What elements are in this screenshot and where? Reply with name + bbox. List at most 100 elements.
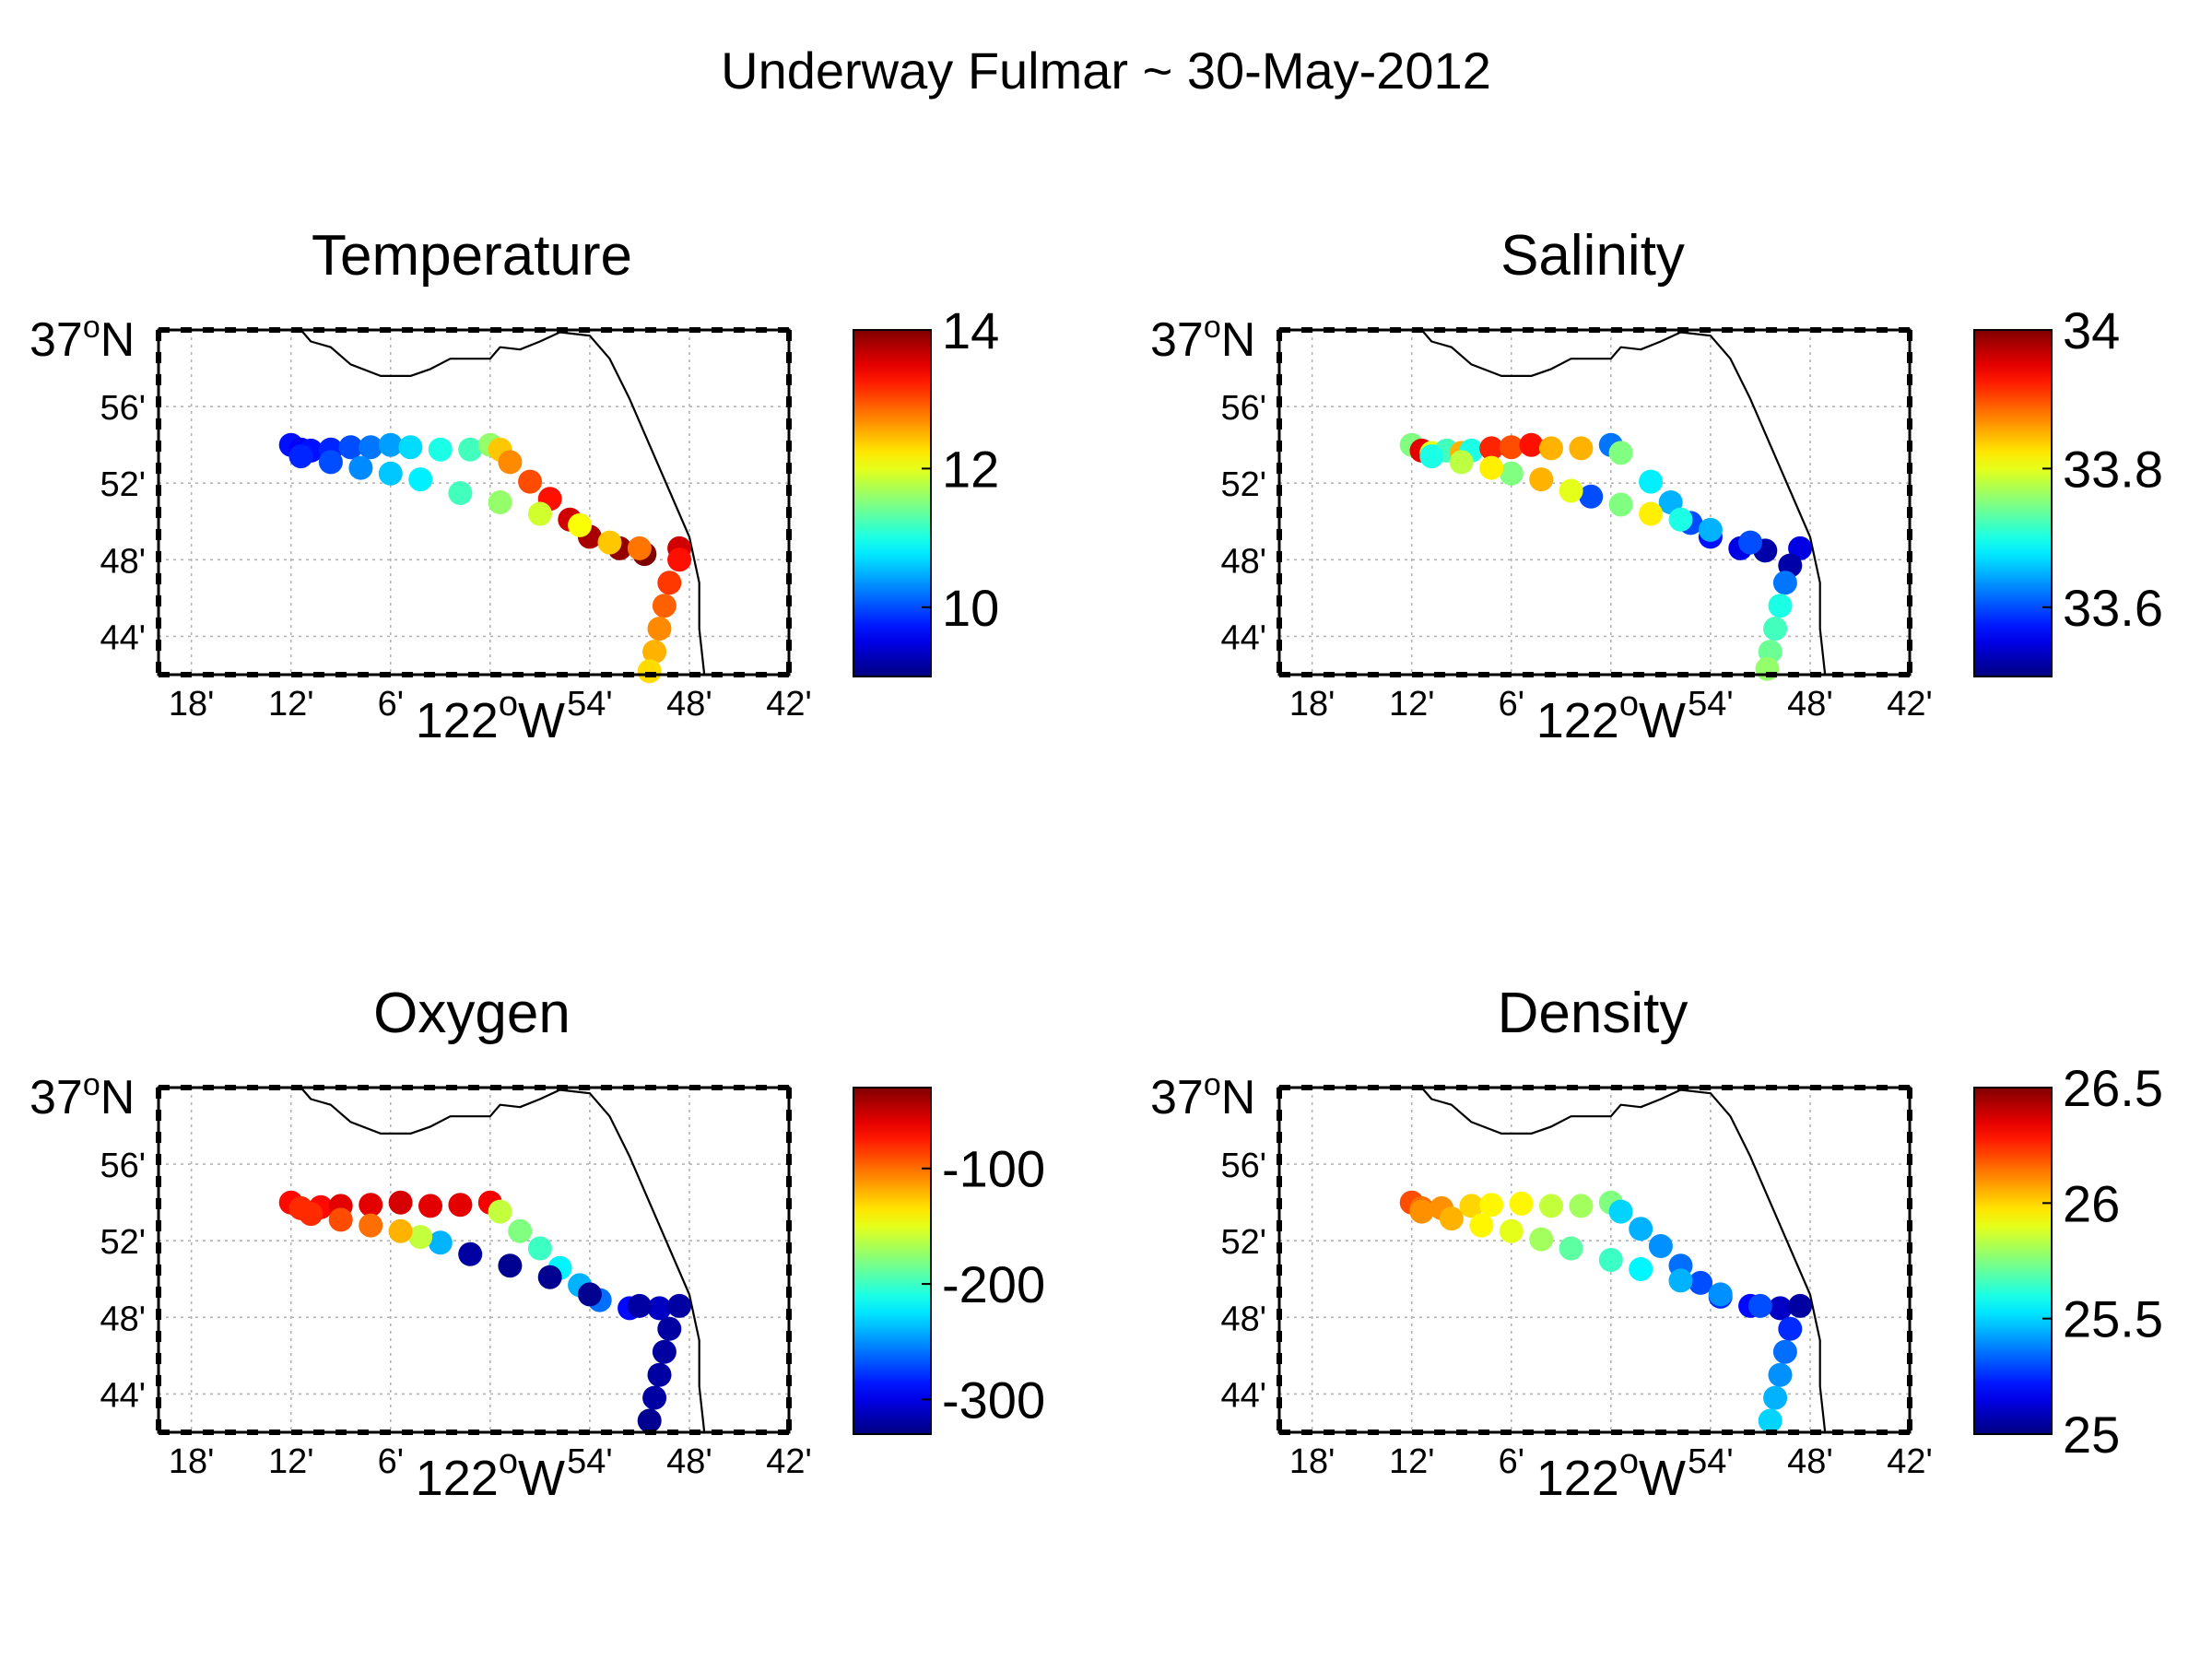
track-point: [1459, 1194, 1484, 1218]
colorbar-tick-label: 14: [942, 301, 999, 359]
border-dash: [1877, 327, 1888, 333]
border-dash: [1722, 1430, 1733, 1435]
border-dash: [1655, 327, 1666, 333]
lon-center-label: 122oW: [1536, 685, 1686, 748]
border-dash: [291, 327, 302, 333]
border-dash: [1633, 327, 1644, 333]
border-dash: [1907, 1198, 1912, 1209]
panel-salinity: Salinity 37oN 56' 52' 48' 44' 18' 12' 6' 54' 48' 42…: [1150, 224, 2163, 748]
track-point: [1519, 432, 1544, 457]
border-dash: [1899, 672, 1910, 677]
border-dash: [1722, 672, 1733, 677]
lon-tick-label: 48': [1787, 1442, 1833, 1481]
track-temperature: [278, 432, 692, 684]
border-dash: [490, 1430, 501, 1435]
border-dash: [159, 327, 170, 333]
border-dash: [1277, 573, 1282, 584]
track-point: [508, 1218, 533, 1243]
border-dash: [1324, 672, 1335, 677]
border-dash: [1907, 640, 1912, 651]
border-dash: [1478, 1085, 1489, 1090]
border-dash: [1277, 485, 1282, 496]
border-dash: [1907, 330, 1912, 341]
lon-tick-label: 48': [666, 685, 712, 724]
border-dash: [1907, 1176, 1912, 1187]
track-point: [1668, 1268, 1693, 1293]
border-dash: [1324, 1085, 1335, 1090]
track-point: [577, 1282, 602, 1307]
track-point: [1499, 1218, 1524, 1243]
border-dash: [1346, 327, 1357, 333]
track-point: [448, 481, 473, 505]
border-dash: [645, 1085, 656, 1090]
lon-tick-label: 54': [567, 685, 613, 724]
border-dash: [1456, 672, 1467, 677]
border-dash: [1907, 374, 1912, 385]
track-point: [488, 490, 512, 514]
colorbar-tick-label: 33.8: [2063, 440, 2163, 498]
border-dash: [1412, 1430, 1423, 1435]
border-dash: [247, 672, 258, 677]
border-dash: [667, 327, 678, 333]
border-dash: [490, 327, 501, 333]
track-point: [1539, 1194, 1563, 1218]
track-point: [1559, 478, 1583, 503]
border-dash: [1456, 1085, 1467, 1090]
border-dash: [358, 1430, 369, 1435]
border-dash: [1567, 1085, 1578, 1090]
border-dash: [1277, 463, 1282, 474]
lon-tick-label: 42': [766, 685, 812, 724]
border-dash: [1907, 418, 1912, 429]
border-dash: [645, 672, 656, 677]
lat-tick-label: 52': [1220, 465, 1266, 504]
border-dash: [667, 1085, 678, 1090]
panel-title-salinity: Salinity: [1500, 224, 1685, 288]
track-point: [1698, 517, 1723, 542]
border-dash: [1907, 1287, 1912, 1298]
colorbar-salinity: 33.6 33.8 34: [1973, 301, 2163, 677]
border-dash: [181, 327, 192, 333]
border-dash: [156, 1331, 161, 1342]
lat-tick-label: 48': [1220, 542, 1266, 581]
lon-tick-label: 48': [666, 1442, 712, 1481]
border-dash: [1722, 327, 1733, 333]
border-dash: [535, 327, 546, 333]
border-dash: [247, 1085, 258, 1090]
border-dash: [203, 672, 214, 677]
border-dash: [269, 672, 280, 677]
border-dash: [1907, 1309, 1912, 1320]
border-dash: [786, 374, 792, 385]
border-dash: [1523, 1085, 1534, 1090]
border-dash: [1810, 1430, 1821, 1435]
border-dash: [1500, 1085, 1512, 1090]
lon-tick-label: 12': [268, 1442, 314, 1481]
lon-tick-label: 18': [1289, 685, 1335, 724]
border-dash: [535, 672, 546, 677]
track-point: [1648, 1234, 1673, 1258]
lon-tick-label: 54': [567, 1442, 613, 1481]
border-dash: [734, 1085, 745, 1090]
border-dash: [1301, 327, 1312, 333]
track-point: [408, 1225, 433, 1250]
track-point: [458, 1241, 483, 1266]
border-dash: [156, 507, 161, 518]
border-dash: [156, 374, 161, 385]
border-dash: [156, 1176, 161, 1187]
border-dash: [1700, 672, 1711, 677]
border-dash: [1907, 551, 1912, 562]
panels-layer: Temperature 37oN 56' 52' 48' 44' 18' 12' 6' 54' 48…: [29, 224, 2163, 1506]
track-point: [652, 1339, 677, 1364]
track-point: [1569, 436, 1594, 461]
border-dash: [734, 1430, 745, 1435]
border-dash: [1279, 672, 1290, 677]
border-dash: [402, 1430, 413, 1435]
border-dash: [1899, 1430, 1910, 1435]
border-dash: [335, 672, 347, 677]
lon-tick-label: 6': [1499, 1442, 1524, 1481]
frame-ticks: [156, 327, 792, 677]
border-dash: [712, 1085, 723, 1090]
coastline-salinity: [1420, 329, 1827, 676]
border-dash: [1788, 1085, 1799, 1090]
track-point: [667, 1293, 692, 1318]
border-dash: [786, 1132, 792, 1143]
